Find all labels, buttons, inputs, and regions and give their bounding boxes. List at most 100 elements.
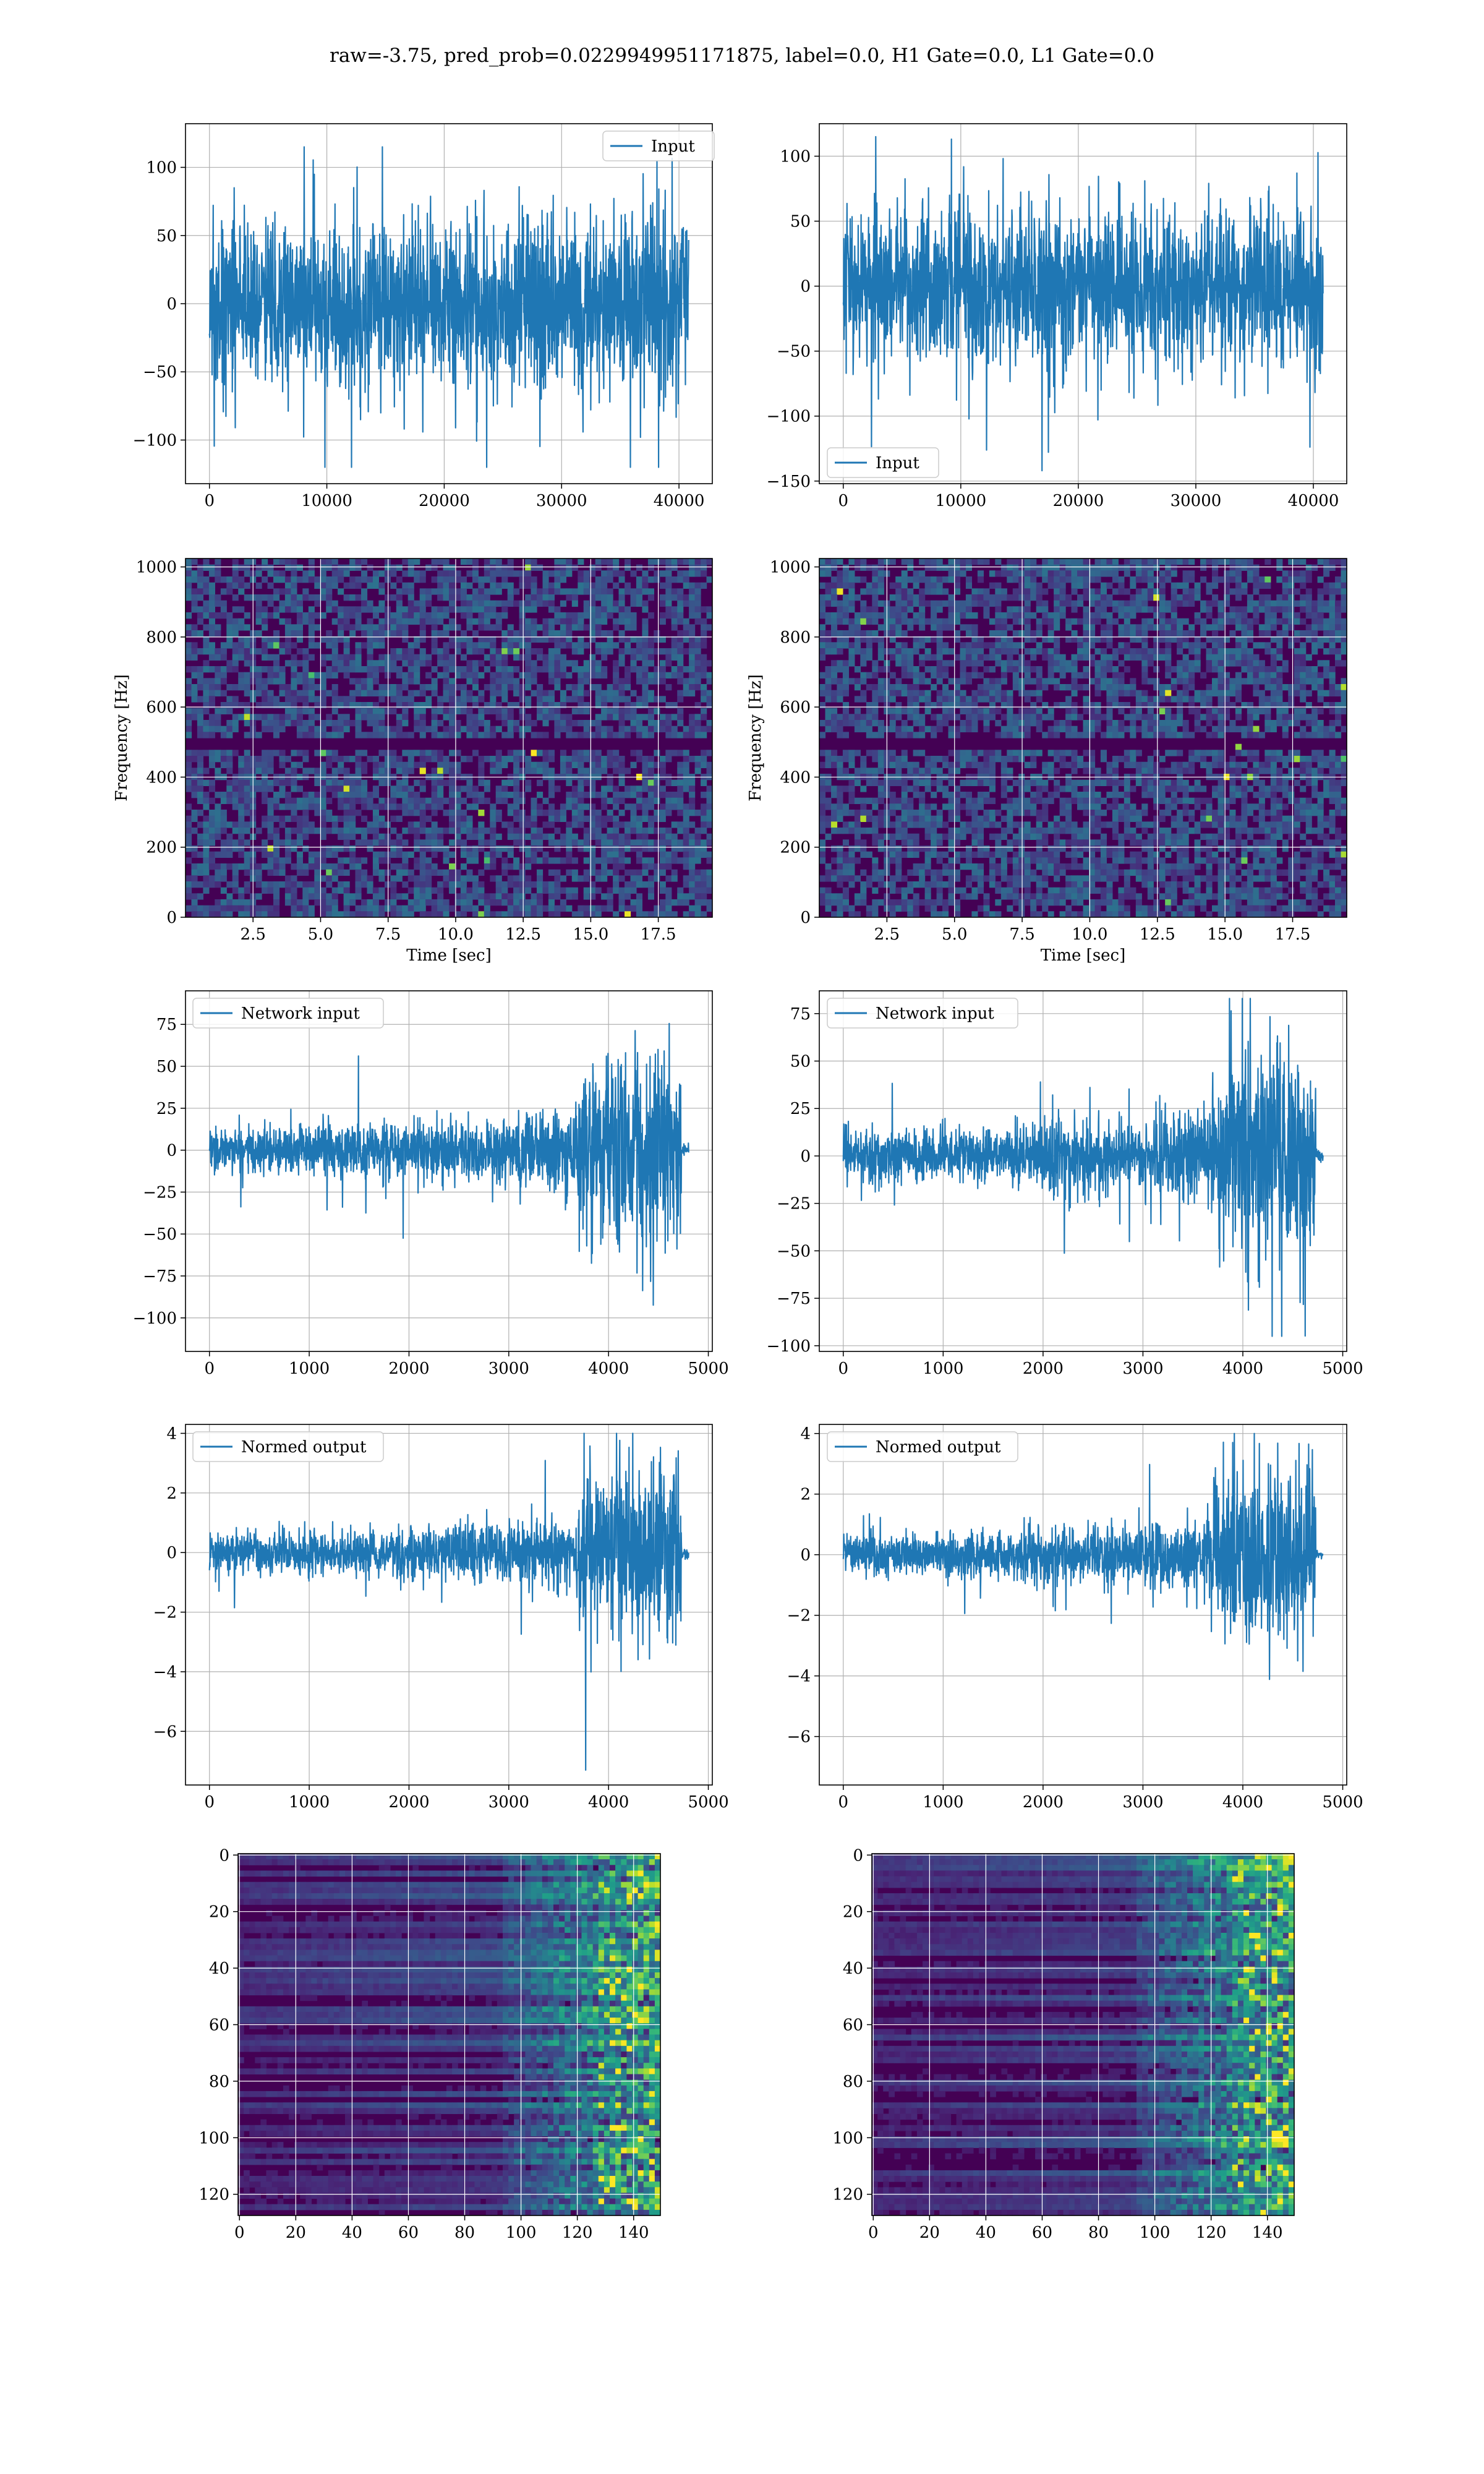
series-line-network-input bbox=[842, 998, 1324, 1337]
input-l1-axes: 0 10000 20000 30000 40000 −150 −100 −50 0 50 100 In… bbox=[767, 123, 1347, 510]
x-tick-label: 30000 bbox=[536, 492, 587, 510]
x-tick-label: 2000 bbox=[388, 1793, 429, 1812]
y-tick-label: 0 bbox=[800, 1546, 811, 1565]
y-axis-label: Frequency [Hz] bbox=[746, 674, 765, 802]
network-input-h1-axes: 0 1000 2000 3000 4000 5000 −100 −75 −50 −25 0 25 50 7… bbox=[133, 990, 729, 1378]
x-tick-label: 5000 bbox=[1322, 1793, 1363, 1812]
x-tick-label: 30000 bbox=[1171, 492, 1222, 510]
y-tick-label: 0 bbox=[166, 909, 177, 927]
x-tick-label: 100 bbox=[1140, 2224, 1171, 2242]
x-tick-label: 20000 bbox=[1053, 492, 1104, 510]
x-tick-label: 0 bbox=[204, 492, 215, 510]
legend-label: Input bbox=[876, 454, 919, 473]
y-tick-label: 50 bbox=[790, 1053, 811, 1071]
input-h1-axes: 0 10000 20000 30000 40000 −100 −50 0 50 100 Input bbox=[133, 123, 715, 510]
x-tick-label: 2000 bbox=[388, 1359, 429, 1378]
axes-frame bbox=[819, 123, 1347, 484]
x-tick-label: 3000 bbox=[488, 1359, 529, 1378]
normed-output-h1-axes: 0 1000 2000 3000 4000 5000 −6 −4 −2 0 2 4 Normed out… bbox=[153, 1424, 729, 1812]
axes-frame bbox=[819, 558, 1347, 918]
series-line-input bbox=[208, 146, 689, 468]
x-tick-label: 12.5 bbox=[1140, 925, 1175, 944]
x-tick-label: 10000 bbox=[301, 492, 352, 510]
x-tick-label: 15.0 bbox=[573, 925, 608, 944]
x-tick-label: 3000 bbox=[1122, 1793, 1163, 1812]
y-tick-label: 400 bbox=[146, 768, 177, 787]
feature-map-h1-axes: 0 20 40 60 80 100 120 140 0 20 40 60 80 100 120 bbox=[198, 1846, 661, 2242]
x-tick-label: 12.5 bbox=[505, 925, 541, 944]
y-tick-label: 200 bbox=[146, 839, 177, 857]
x-tick-label: 4000 bbox=[1222, 1793, 1263, 1812]
x-tick-label: 17.5 bbox=[1275, 925, 1311, 944]
y-tick-label: 100 bbox=[832, 2129, 863, 2147]
y-tick-label: 80 bbox=[843, 2073, 863, 2091]
y-tick-label: 4 bbox=[800, 1425, 811, 1444]
x-tick-label: 10.0 bbox=[1072, 925, 1107, 944]
figure-suptitle: raw=-3.75, pred_prob=0.0229949951171875,… bbox=[330, 45, 1154, 67]
x-tick-label: 120 bbox=[1196, 2224, 1227, 2242]
y-tick-label: 2 bbox=[800, 1486, 811, 1504]
y-tick-label: 4 bbox=[166, 1424, 177, 1443]
y-tick-label: 50 bbox=[156, 227, 177, 246]
normed-output-l1-axes: 0 1000 2000 3000 4000 5000 −6 −4 −2 0 2 4 Normed out… bbox=[787, 1424, 1363, 1812]
legend-box bbox=[827, 447, 939, 478]
legend: Normed output bbox=[192, 1431, 384, 1462]
spectrogram-l1-axes: 2.5 5.0 7.5 10.0 12.5 15.0 17.5 0 200 400 600 800 10… bbox=[746, 558, 1347, 965]
network-input-l1-axes: 0 1000 2000 3000 4000 5000 −100 −75 −50 −25 0 25 50 7… bbox=[767, 990, 1363, 1378]
y-tick-label: 75 bbox=[156, 1016, 177, 1034]
x-tick-label: 0 bbox=[204, 1359, 215, 1378]
y-tick-label: −50 bbox=[777, 1242, 811, 1261]
y-tick-label: 0 bbox=[853, 1846, 863, 1865]
feature-map-l1-axes: 0 20 40 60 80 100 120 140 0 20 40 60 80 100 120 bbox=[832, 1846, 1295, 2242]
x-tick-label: 2000 bbox=[1023, 1359, 1064, 1378]
x-tick-label: 2.5 bbox=[241, 925, 266, 944]
legend-label: Normed output bbox=[241, 1438, 367, 1457]
x-tick-label: 15.0 bbox=[1207, 925, 1243, 944]
y-tick-label: 0 bbox=[166, 1142, 177, 1160]
y-tick-label: −6 bbox=[787, 1728, 811, 1747]
y-tick-label: 25 bbox=[156, 1100, 177, 1118]
y-tick-label: 1000 bbox=[136, 559, 177, 577]
series-line-normed-output bbox=[842, 1432, 1324, 1680]
y-tick-label: 100 bbox=[146, 159, 177, 178]
x-tick-label: 0 bbox=[204, 1793, 215, 1812]
x-tick-label: 4000 bbox=[588, 1359, 629, 1378]
x-tick-label: 4000 bbox=[1222, 1359, 1263, 1378]
x-tick-label: 0 bbox=[838, 1359, 848, 1378]
x-tick-label: 1000 bbox=[923, 1793, 963, 1812]
axes-frame bbox=[819, 1424, 1347, 1786]
legend: Network input bbox=[192, 998, 384, 1029]
x-tick-label: 3000 bbox=[488, 1793, 529, 1812]
axes-frame bbox=[819, 990, 1347, 1352]
legend-box bbox=[602, 131, 715, 161]
y-tick-label: 0 bbox=[219, 1846, 229, 1865]
y-tick-label: 2 bbox=[166, 1484, 177, 1503]
y-tick-label: 600 bbox=[146, 698, 177, 717]
x-tick-label: 1000 bbox=[923, 1359, 963, 1378]
series-line-network-input bbox=[208, 1022, 689, 1306]
y-tick-label: −25 bbox=[777, 1195, 811, 1213]
x-axis-label: Time [sec] bbox=[1041, 946, 1126, 965]
y-tick-label: −50 bbox=[143, 1225, 177, 1244]
x-tick-label: 40 bbox=[976, 2224, 996, 2242]
y-tick-label: 0 bbox=[166, 295, 177, 314]
y-tick-label: 400 bbox=[780, 768, 811, 787]
y-tick-label: −2 bbox=[787, 1607, 811, 1625]
legend-box bbox=[827, 998, 1018, 1029]
x-tick-label: 20 bbox=[286, 2224, 306, 2242]
x-tick-label: 0 bbox=[838, 492, 848, 510]
y-tick-label: 0 bbox=[166, 1544, 177, 1562]
y-tick-label: 50 bbox=[156, 1058, 177, 1076]
x-tick-label: 60 bbox=[398, 2224, 419, 2242]
y-tick-label: 60 bbox=[843, 2016, 863, 2035]
x-tick-label: 120 bbox=[562, 2224, 593, 2242]
x-tick-label: 20000 bbox=[419, 492, 470, 510]
y-tick-label: 20 bbox=[843, 1903, 863, 1922]
y-tick-label: 120 bbox=[198, 2186, 229, 2204]
y-tick-label: 60 bbox=[209, 2016, 229, 2035]
y-tick-label: −100 bbox=[133, 431, 177, 450]
x-tick-label: 0 bbox=[868, 2224, 879, 2242]
x-tick-label: 17.5 bbox=[641, 925, 676, 944]
series-line-input bbox=[842, 135, 1324, 472]
